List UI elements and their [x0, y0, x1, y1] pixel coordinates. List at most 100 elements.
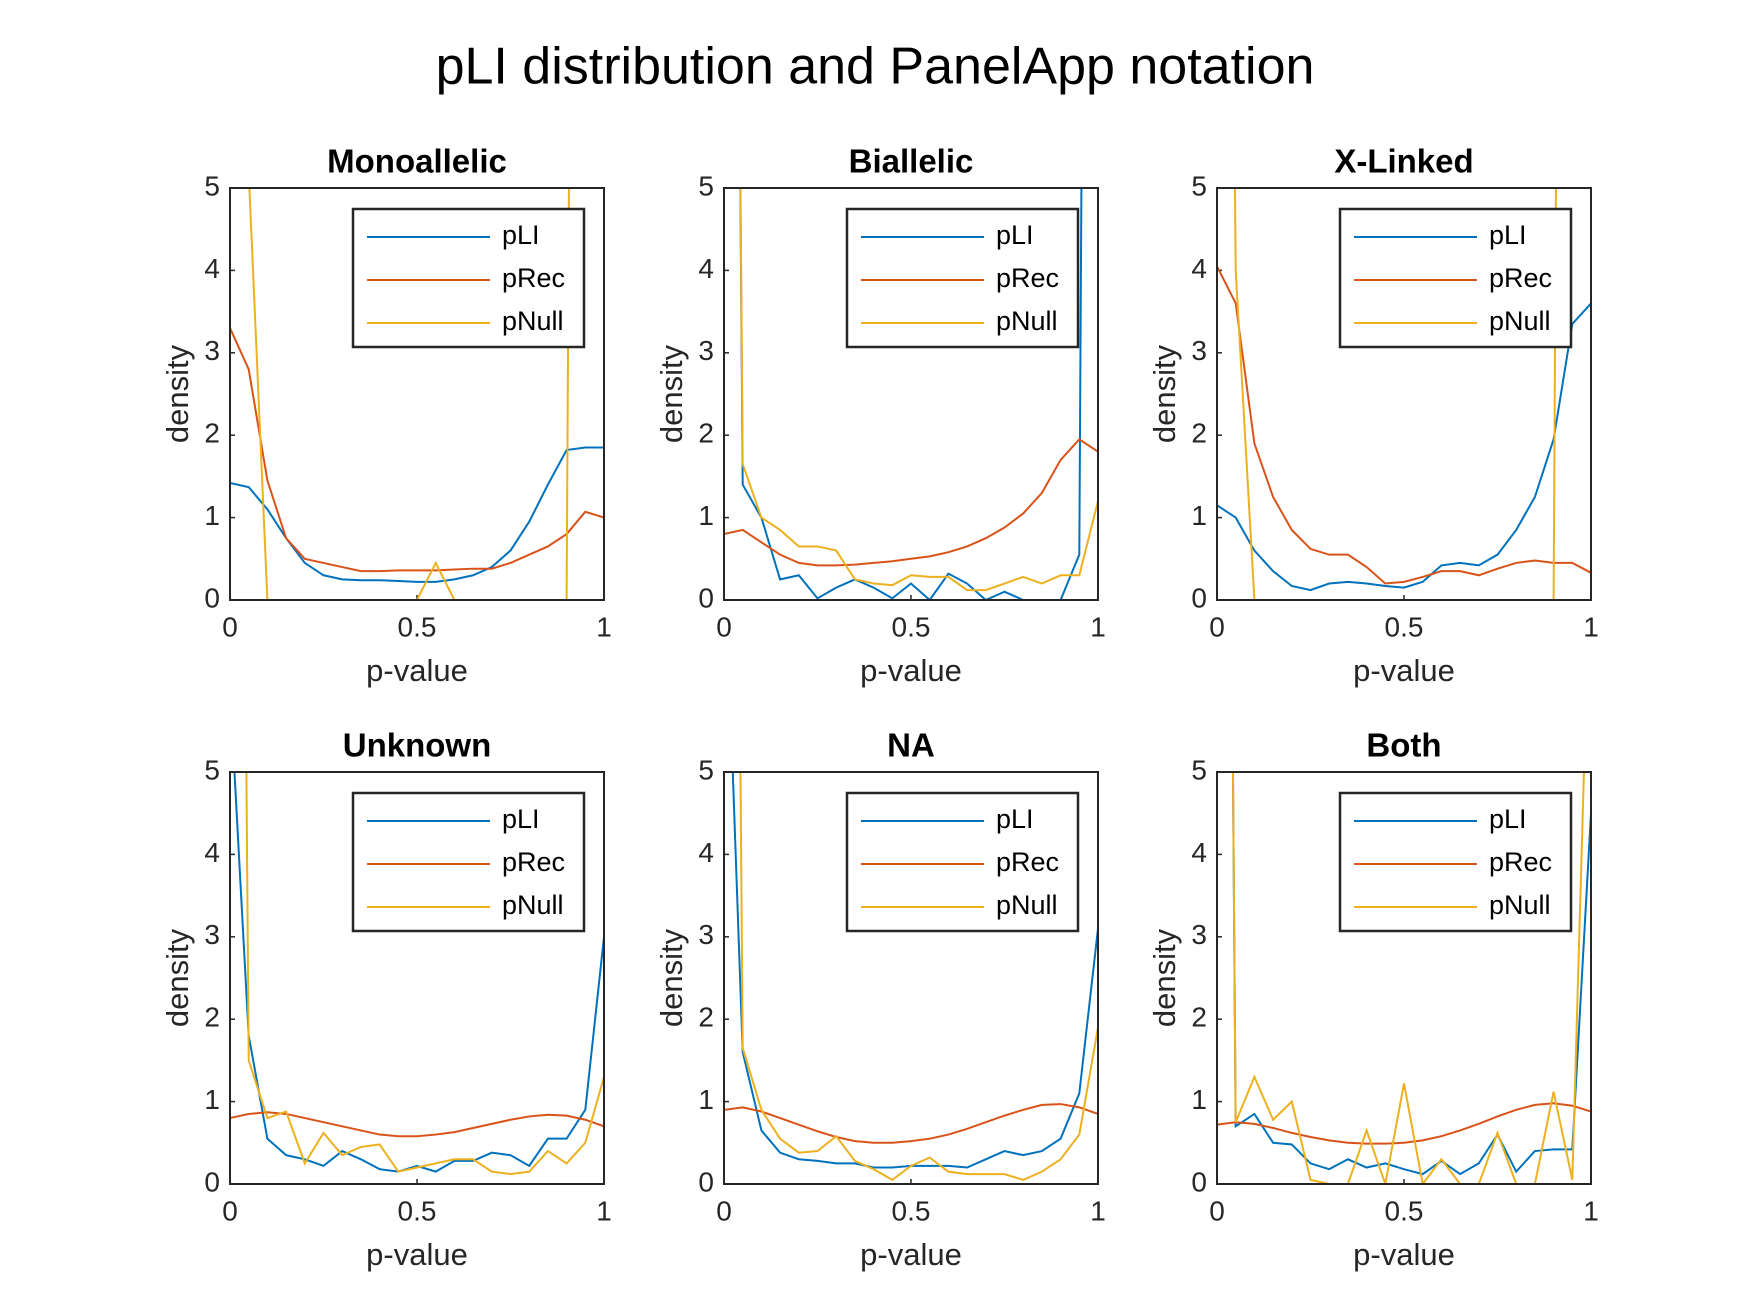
y-tick-label: 1 — [1191, 500, 1207, 531]
x-tick-label: 0.5 — [892, 611, 931, 642]
data-line — [1217, 302, 1591, 592]
legend-label: pRec — [996, 847, 1059, 877]
legend-label: pLI — [996, 804, 1034, 834]
y-tick-label: 5 — [204, 754, 220, 785]
y-tick-label: 3 — [204, 335, 220, 366]
y-tick-label: 2 — [204, 1002, 220, 1033]
x-tick-label: 0 — [222, 1195, 238, 1226]
y-tick-label: 0 — [1191, 1166, 1207, 1197]
x-tick-label: 0.5 — [892, 1195, 931, 1226]
y-tick-label: 2 — [1191, 1002, 1207, 1033]
y-tick-label: 0 — [204, 582, 220, 613]
data-line — [1217, 265, 1591, 585]
y-tick-label: 5 — [204, 170, 220, 201]
axes-box — [723, 771, 1099, 1185]
x-tick-label: 0.5 — [398, 611, 437, 642]
x-axis-label: p-value — [1353, 1237, 1455, 1272]
x-tick-label: 0 — [716, 611, 732, 642]
y-tick-label: 5 — [1191, 170, 1207, 201]
y-tick-label: 5 — [698, 170, 714, 201]
legend-label: pNull — [996, 890, 1058, 920]
subplot-title: Both — [1366, 727, 1441, 764]
subplot-title: Unknown — [343, 727, 491, 764]
y-tick-label: 0 — [698, 1166, 714, 1197]
y-tick-label: 4 — [698, 837, 714, 868]
legend-label: pNull — [1489, 890, 1551, 920]
y-tick-label: 0 — [204, 1166, 220, 1197]
legend-label: pRec — [1489, 847, 1552, 877]
subplot-title: NA — [887, 727, 935, 764]
x-tick-label: 1 — [1090, 1195, 1106, 1226]
data-line — [230, 1111, 604, 1138]
subplot-title: Biallelic — [849, 143, 974, 180]
y-tick-label: 5 — [698, 754, 714, 785]
x-axis-label: p-value — [860, 1237, 962, 1272]
y-tick-label: 1 — [204, 1084, 220, 1115]
y-tick-label: 2 — [204, 418, 220, 449]
y-tick-label: 4 — [204, 837, 220, 868]
legend-label: pLI — [996, 220, 1034, 250]
data-line — [739, 188, 1083, 600]
data-line — [1231, 772, 1585, 1184]
y-tick-label: 3 — [1191, 919, 1207, 950]
x-tick-label: 1 — [1583, 611, 1599, 642]
x-tick-label: 0 — [222, 611, 238, 642]
legend-label: pRec — [502, 847, 565, 877]
legend-label: pNull — [1489, 306, 1551, 336]
data-line — [1217, 1102, 1591, 1145]
y-tick-label: 0 — [1191, 582, 1207, 613]
y-tick-label: 2 — [698, 1002, 714, 1033]
y-axis-label: density — [160, 928, 195, 1027]
x-axis-label: p-value — [366, 1237, 468, 1272]
legend-label: pRec — [996, 263, 1059, 293]
x-axis-label: p-value — [860, 653, 962, 688]
axes-box — [229, 187, 605, 601]
plot-area — [230, 772, 604, 1176]
axes-box — [723, 187, 1099, 601]
y-tick-label: 4 — [1191, 837, 1207, 868]
legend-label: pNull — [502, 890, 564, 920]
data-line — [739, 188, 1098, 592]
legend-label: pNull — [502, 306, 564, 336]
y-tick-label: 2 — [1191, 418, 1207, 449]
axes-box — [1216, 771, 1592, 1185]
legend-label: pLI — [502, 804, 540, 834]
x-tick-label: 0.5 — [1385, 611, 1424, 642]
subplot: X-Linked p-value density 0 0.5 1 0 1 2 3 4 5 pLI pRec… — [1147, 143, 1599, 688]
data-line — [1231, 772, 1591, 1176]
data-line — [724, 1103, 1098, 1144]
y-axis-label: density — [654, 928, 689, 1027]
data-line — [245, 772, 604, 1176]
legend-label: pLI — [1489, 804, 1527, 834]
data-line — [739, 772, 1098, 1182]
y-tick-label: 3 — [1191, 335, 1207, 366]
subplot-title: Monoallelic — [327, 143, 507, 180]
y-tick-label: 1 — [204, 500, 220, 531]
x-tick-label: 0.5 — [398, 1195, 437, 1226]
y-tick-label: 2 — [698, 418, 714, 449]
legend-label: pLI — [1489, 220, 1527, 250]
y-tick-label: 1 — [698, 1084, 714, 1115]
x-tick-label: 1 — [1583, 1195, 1599, 1226]
y-tick-label: 1 — [1191, 1084, 1207, 1115]
x-tick-label: 0 — [1209, 1195, 1225, 1226]
y-tick-label: 0 — [698, 582, 714, 613]
x-tick-label: 0 — [716, 1195, 732, 1226]
y-tick-label: 5 — [1191, 754, 1207, 785]
x-axis-label: p-value — [1353, 653, 1455, 688]
data-line — [230, 327, 604, 573]
figure-title: pLI distribution and PanelApp notation — [436, 38, 1315, 96]
data-line — [233, 772, 604, 1173]
subplot: Biallelic p-value density 0 0.5 1 0 1 2 3 4 5 pLI pRe… — [654, 143, 1106, 688]
y-tick-label: 3 — [698, 335, 714, 366]
legend-label: pLI — [502, 220, 540, 250]
y-tick-label: 4 — [1191, 253, 1207, 284]
y-axis-label: density — [160, 344, 195, 443]
subplot-title: X-Linked — [1334, 143, 1473, 180]
subplot: NA p-value density 0 0.5 1 0 1 2 3 4 5 pLI pRec pNull — [654, 727, 1106, 1272]
x-tick-label: 1 — [596, 1195, 612, 1226]
plot-area — [1217, 188, 1591, 600]
subplot: Unknown p-value density 0 0.5 1 0 1 2 3 4 5 pLI pRec p… — [160, 727, 612, 1272]
legend-label: pRec — [1489, 263, 1552, 293]
